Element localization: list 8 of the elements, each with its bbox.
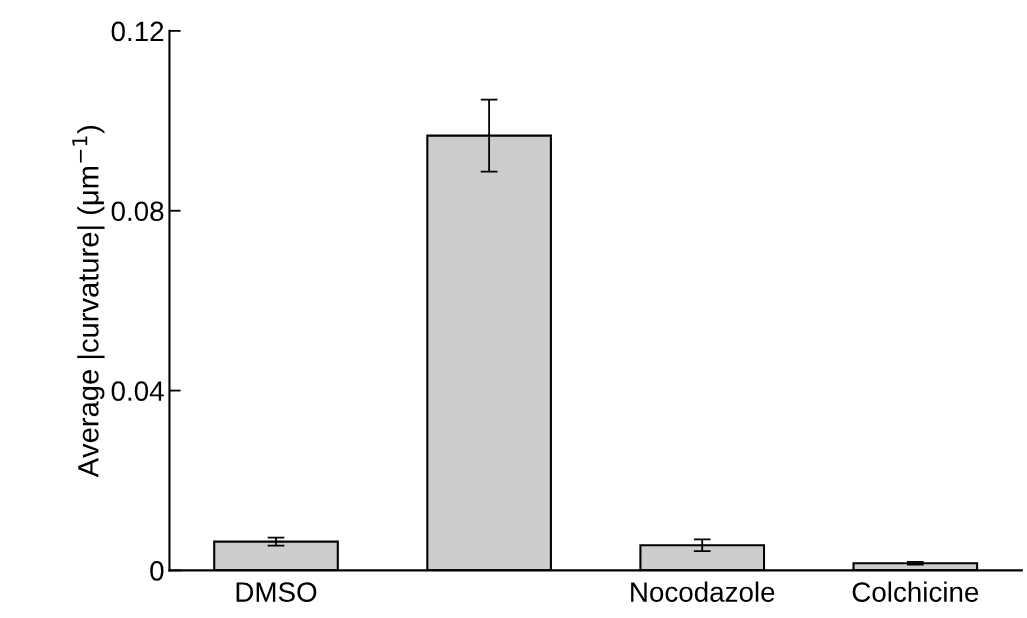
y-tick-label: 0 xyxy=(150,561,164,581)
y-tick-label: 0.08 xyxy=(111,201,164,222)
y-axis-title: Average |curvature| (μm$^{−1}$) xyxy=(72,125,105,478)
x-tick-label: Colchicine xyxy=(852,581,979,602)
y-tick-label: 0.12 xyxy=(111,21,164,42)
x-tick-label: DMSO xyxy=(236,582,317,602)
x-tick-label: Nocodazole xyxy=(631,581,775,602)
y-tick-label: 0.04 xyxy=(111,381,164,401)
